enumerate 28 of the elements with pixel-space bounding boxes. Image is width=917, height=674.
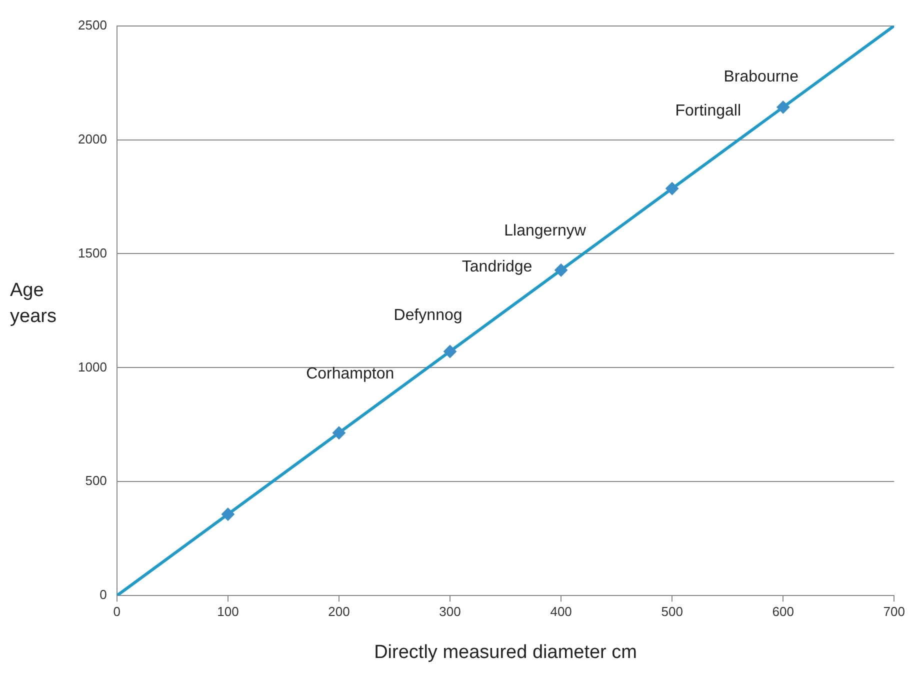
annotation: Fortingall: [675, 102, 742, 120]
annotation: Defynnog: [394, 306, 462, 324]
point: [444, 345, 457, 358]
x-tick-label: 500: [661, 604, 683, 619]
y-tick-label: 1500: [78, 245, 107, 260]
x-tick-label: 600: [772, 604, 794, 619]
y-axis-title: Age years: [10, 279, 58, 329]
annotation: Corhampton: [306, 365, 394, 382]
y-tick-label: 1000: [78, 359, 107, 374]
y-tick-label: 2500: [78, 17, 107, 32]
x-axis-title: Directly measured diameter cm: [374, 642, 637, 663]
x-tick-label: 300: [439, 604, 461, 619]
point: [221, 508, 234, 521]
point: [554, 264, 568, 277]
y-tick-label: 500: [85, 473, 107, 488]
point: [332, 426, 346, 440]
point: [666, 182, 679, 196]
annotation: Tandridge: [462, 258, 532, 276]
annotation: Brabourne: [724, 68, 799, 86]
annotation: Llangernyw: [504, 222, 586, 240]
y-tick-label: 2000: [78, 131, 107, 146]
x-tick-label: 700: [883, 604, 906, 619]
point: [776, 100, 790, 114]
x-tick-label: 200: [328, 604, 350, 619]
x-tick-label: 0: [113, 604, 121, 619]
y-tick-label: 0: [100, 587, 107, 602]
x-tick-label: 400: [550, 604, 572, 619]
x-tick-label: 100: [217, 604, 239, 619]
